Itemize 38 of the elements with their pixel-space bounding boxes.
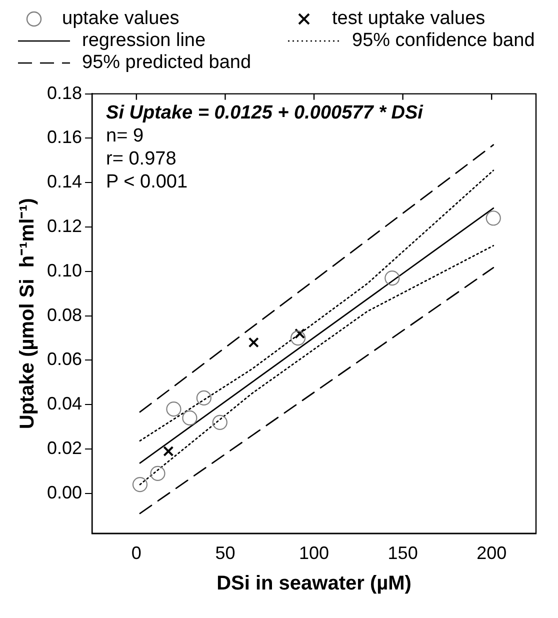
y-tick-label: 0.02 bbox=[46, 438, 82, 458]
annotation: n= 9 bbox=[106, 126, 144, 147]
x-tick-label: 50 bbox=[215, 543, 236, 564]
point bbox=[166, 402, 182, 417]
annotation: Si Uptake = 0.0125 + 0.000577 * DSi bbox=[106, 102, 424, 124]
annotation: P < 0.001 bbox=[106, 172, 188, 193]
y-tick-label: 0.18 bbox=[46, 82, 82, 103]
y-tick-label: 0.08 bbox=[46, 304, 82, 325]
y-tick-label: 0.14 bbox=[46, 172, 82, 192]
point bbox=[384, 270, 400, 286]
point bbox=[150, 466, 166, 482]
point bbox=[163, 446, 174, 456]
point bbox=[196, 390, 212, 406]
legend-label: regression line bbox=[82, 30, 206, 52]
point bbox=[290, 330, 306, 346]
legend-label: 95% predicted band bbox=[82, 52, 252, 74]
x-tick-label: 100 bbox=[298, 543, 330, 564]
x-tick-label: 150 bbox=[388, 543, 418, 564]
x-axis-title: DSi in seawater (µM) bbox=[216, 572, 412, 595]
point bbox=[486, 210, 501, 226]
legend-label: test uptake values bbox=[332, 8, 486, 30]
point bbox=[212, 414, 228, 430]
y-tick-label: 0.12 bbox=[46, 216, 82, 236]
y-axis-title: Uptake (µmol Si h⁻¹ml⁻¹) bbox=[16, 198, 39, 430]
annotation: r= 0.978 bbox=[106, 148, 176, 170]
point bbox=[248, 337, 259, 348]
point bbox=[182, 410, 198, 426]
y-tick-label: 0.00 bbox=[46, 482, 82, 502]
point bbox=[132, 477, 148, 492]
legend-label: 95% confidence band bbox=[352, 30, 535, 52]
y-tick-label: 0.04 bbox=[46, 394, 82, 414]
y-tick-label: 0.10 bbox=[46, 260, 82, 280]
legend-label: uptake values bbox=[62, 8, 180, 30]
x-tick-label: 200 bbox=[476, 543, 507, 564]
y-tick-label: 0.16 bbox=[46, 127, 82, 148]
y-tick-label: 0.06 bbox=[46, 349, 82, 370]
x-tick-label: 0 bbox=[131, 543, 142, 564]
line-series bbox=[139, 170, 494, 442]
